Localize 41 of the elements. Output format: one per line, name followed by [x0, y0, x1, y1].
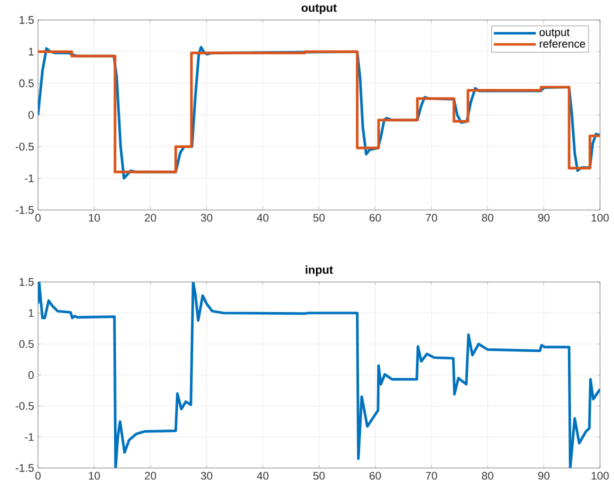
x-tick-label: 10: [88, 214, 100, 222]
x-tick-label: 70: [426, 472, 438, 480]
x-tick-label: 90: [538, 472, 550, 480]
legend-label: reference: [540, 40, 586, 48]
y-tick-label: 1.5: [20, 278, 34, 286]
x-tick-label: 90: [538, 214, 550, 222]
x-tick-label: 100: [592, 472, 609, 480]
y-tick-label: -1: [24, 174, 34, 182]
line-series: [38, 282, 600, 468]
chart-title: output: [302, 4, 337, 14]
y-tick-label: -0.5: [16, 402, 34, 410]
y-tick-label: -1.5: [16, 464, 34, 472]
x-tick-label: 80: [482, 214, 494, 222]
legend-label: output: [540, 28, 570, 38]
x-tick-label: 0: [35, 472, 41, 480]
x-tick-label: 20: [144, 472, 156, 480]
x-tick-label: 30: [200, 472, 212, 480]
x-tick-label: 60: [370, 472, 381, 480]
x-tick-label: 80: [482, 472, 494, 480]
y-tick-label: -1.5: [16, 206, 34, 214]
y-tick-label: 1: [28, 309, 34, 317]
y-tick-label: 0: [28, 111, 34, 119]
y-tick-label: 1: [28, 48, 34, 56]
x-tick-label: 40: [256, 472, 268, 480]
x-tick-label: 10: [88, 472, 100, 480]
x-tick-label: 50: [313, 214, 325, 222]
y-tick-label: -0.5: [16, 142, 34, 151]
y-tick-label: 1.5: [20, 16, 34, 24]
y-tick-label: 0.5: [19, 79, 34, 88]
x-tick-label: 0: [35, 214, 41, 222]
chart-title: input: [306, 265, 333, 276]
x-tick-label: 30: [200, 214, 212, 222]
y-tick-label: -1: [24, 433, 34, 441]
x-tick-label: 20: [144, 214, 156, 222]
x-tick-label: 50: [313, 472, 325, 480]
x-tick-label: 100: [592, 214, 609, 222]
y-tick-label: 0.5: [19, 340, 34, 348]
x-tick-label: 40: [256, 214, 268, 222]
x-tick-label: 70: [426, 214, 438, 222]
y-tick-label: 0: [28, 371, 34, 379]
x-tick-label: 60: [370, 214, 381, 222]
